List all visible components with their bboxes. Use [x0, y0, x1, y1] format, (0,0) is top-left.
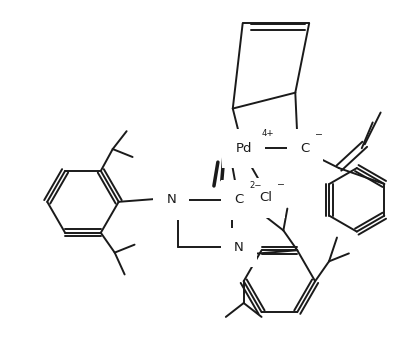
Text: N: N — [166, 193, 176, 206]
Text: Pd: Pd — [236, 142, 252, 155]
Text: 2−: 2− — [249, 181, 262, 190]
Text: −: − — [315, 129, 323, 138]
Text: 4+: 4+ — [261, 129, 274, 138]
Text: N: N — [234, 241, 243, 254]
Text: −: − — [277, 179, 285, 188]
Text: C: C — [301, 142, 310, 155]
Text: Cl: Cl — [259, 192, 272, 204]
Text: C: C — [234, 193, 243, 206]
